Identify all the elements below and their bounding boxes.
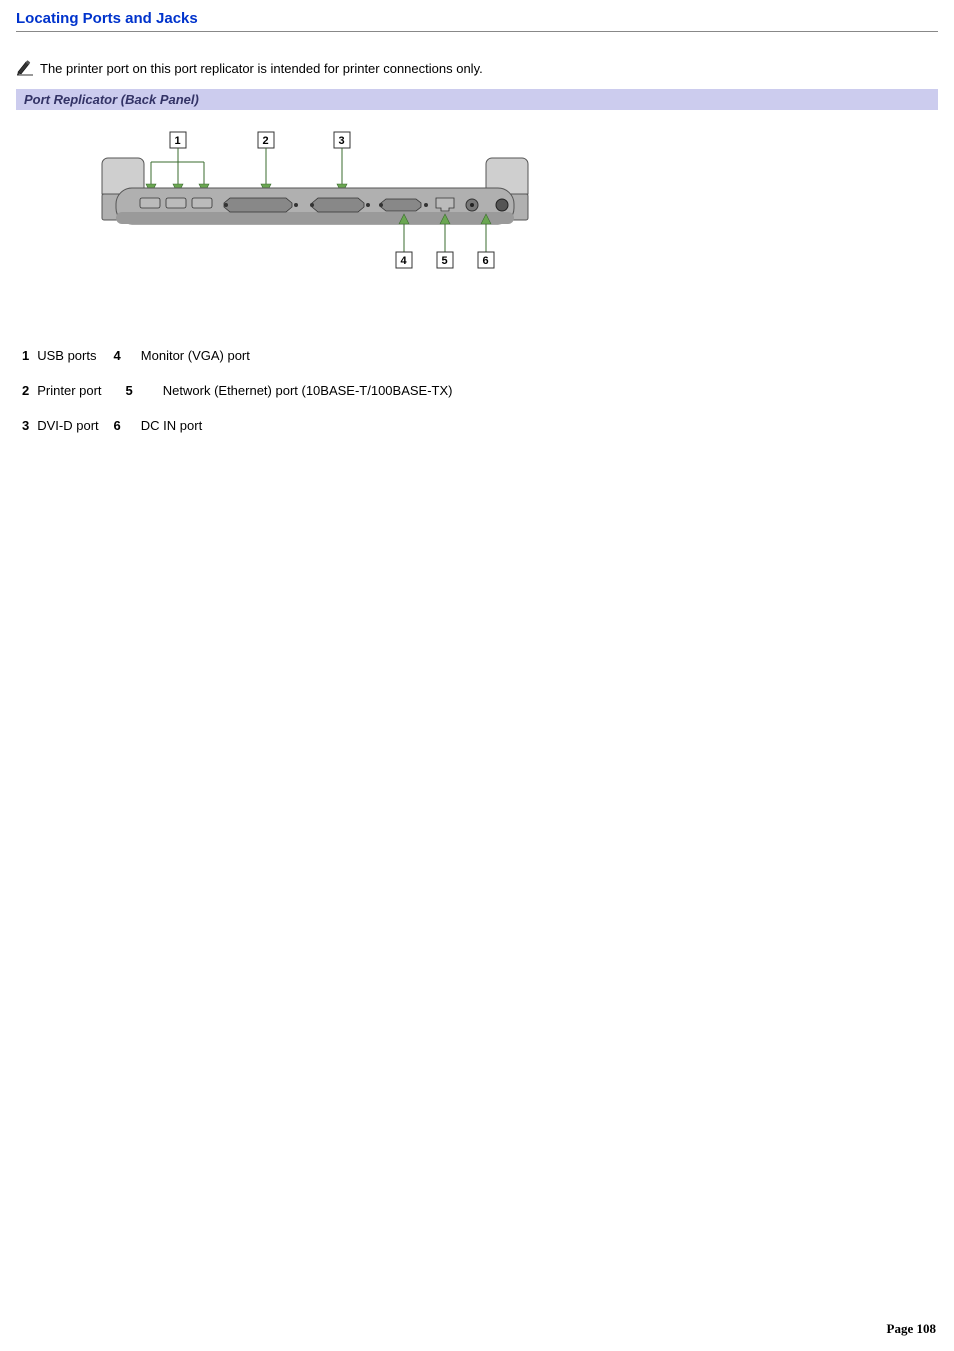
svg-text:3: 3: [339, 135, 345, 147]
callout-3: 3: [334, 132, 350, 148]
callout-2: 2: [258, 132, 274, 148]
note-icon: [16, 60, 34, 79]
svg-text:2: 2: [263, 135, 269, 147]
page-number: Page 108: [887, 1321, 936, 1337]
port-number: 5: [108, 373, 135, 408]
port-label: Monitor (VGA) port: [135, 338, 459, 373]
svg-text:5: 5: [442, 255, 448, 267]
port-number: 6: [108, 408, 135, 443]
port-label: DVI-D port: [31, 408, 107, 443]
panel-caption: Port Replicator (Back Panel): [16, 89, 938, 110]
port-number: 3: [16, 408, 31, 443]
replicator-body: [102, 158, 528, 224]
callout-4: 4: [396, 252, 412, 268]
callout-1: 1: [170, 132, 186, 148]
table-row: 2 Printer port 5 Network (Ethernet) port…: [16, 373, 459, 408]
port-label: Printer port: [31, 373, 107, 408]
svg-text:4: 4: [401, 255, 408, 267]
table-row: 3 DVI-D port 6 DC IN port: [16, 408, 459, 443]
port-number: 1: [16, 338, 31, 373]
callout-6: 6: [478, 252, 494, 268]
section-title: Locating Ports and Jacks: [16, 10, 938, 32]
port-label: USB ports: [31, 338, 107, 373]
svg-text:6: 6: [483, 255, 489, 267]
note-row: The printer port on this port replicator…: [16, 60, 938, 79]
ports-legend-table: 1 USB ports 4 Monitor (VGA) port 2 Print…: [16, 338, 459, 443]
svg-text:1: 1: [175, 135, 181, 147]
port-number: 4: [108, 338, 135, 373]
table-row: 1 USB ports 4 Monitor (VGA) port: [16, 338, 459, 373]
port-label: Network (Ethernet) port (10BASE-T/100BAS…: [135, 373, 459, 408]
note-text: The printer port on this port replicator…: [40, 60, 483, 76]
page: Locating Ports and Jacks The printer por…: [0, 0, 954, 1351]
port-number: 2: [16, 373, 31, 408]
port-label: DC IN port: [135, 408, 459, 443]
port-replicator-diagram: 1 2 3: [16, 110, 938, 332]
callout-5: 5: [437, 252, 453, 268]
